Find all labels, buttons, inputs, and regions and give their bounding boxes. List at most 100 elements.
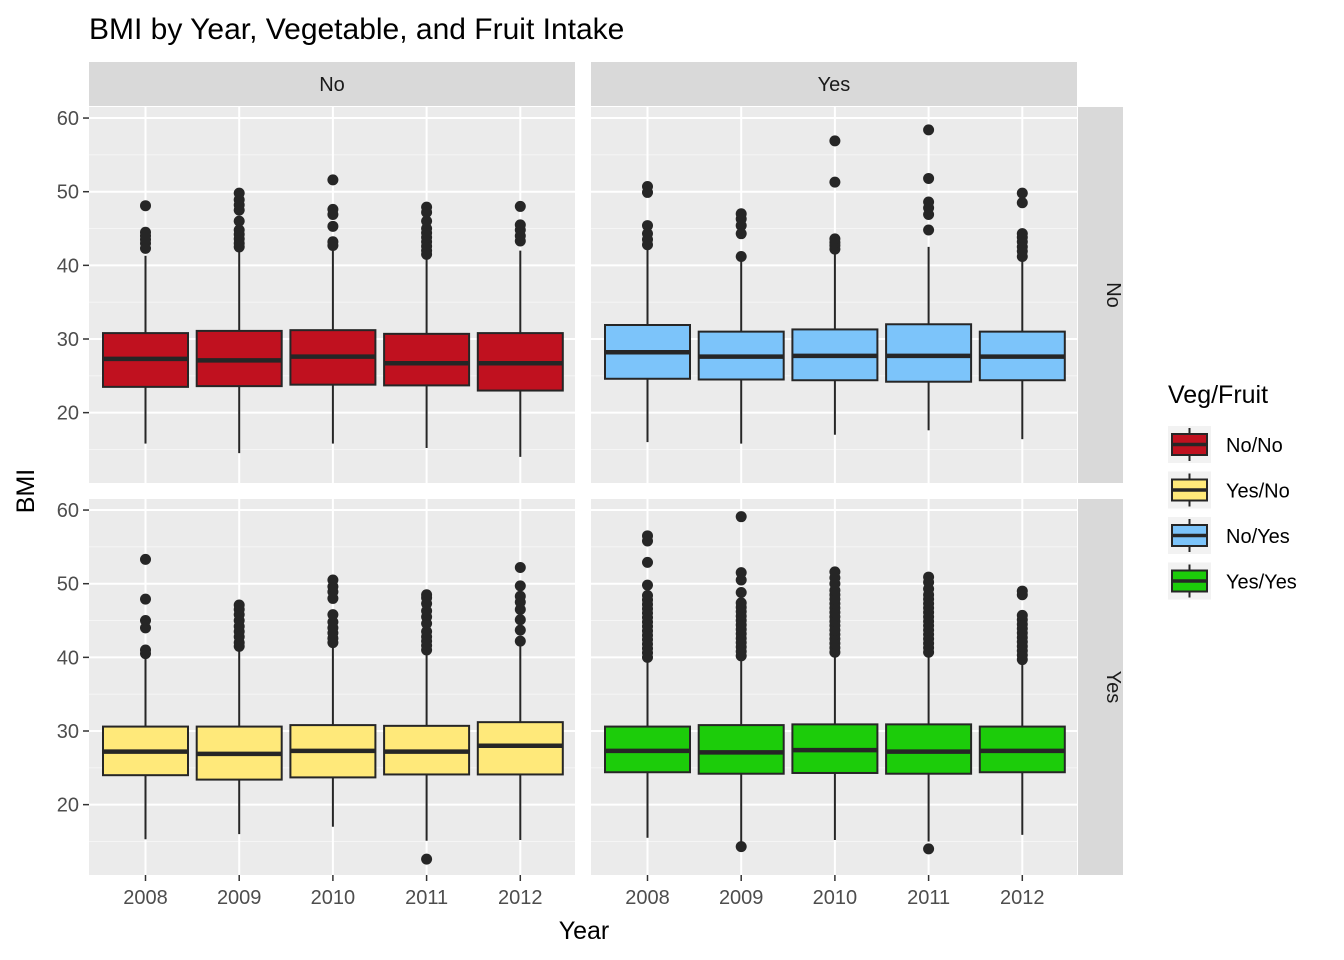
strip-row-2-label: Yes — [1102, 671, 1124, 704]
outlier-point — [421, 215, 433, 227]
strip-col-2-label: Yes — [818, 74, 851, 96]
legend-item-yes-no: Yes/No — [1168, 471, 1290, 509]
y-axis-title: BMI — [12, 469, 40, 513]
box-2008 — [102, 553, 189, 840]
outlier-point — [735, 208, 747, 220]
outlier-point — [140, 615, 151, 627]
box-2010 — [791, 566, 879, 840]
box-2010 — [289, 174, 377, 444]
outlier-point — [642, 556, 653, 568]
outlier-point — [514, 580, 526, 592]
outlier-point — [642, 220, 653, 232]
outlier-point — [1016, 228, 1028, 240]
chart-title: BMI by Year, Vegetable, and Fruit Intake — [89, 13, 624, 46]
outlier-point — [1016, 585, 1028, 597]
panel-no-no: 20 30 40 50 60 — [57, 107, 575, 483]
outlier-point — [233, 187, 245, 199]
box-2011 — [885, 571, 973, 855]
y-tick-label: 50 — [57, 574, 79, 596]
outlier-point — [735, 841, 747, 853]
y-tick-label: 60 — [57, 108, 79, 130]
box-2012 — [476, 200, 564, 457]
outlier-point — [233, 215, 245, 227]
outlier-point — [642, 181, 653, 193]
box-2011 — [885, 124, 973, 431]
outlier-point — [1016, 609, 1028, 621]
outlier-point — [829, 566, 841, 578]
outlier-point — [233, 224, 245, 236]
legend: Veg/Fruit No/No Yes/No No/Yes Yes/Yes — [1168, 381, 1297, 600]
outlier-point — [421, 626, 433, 638]
outlier-point — [514, 219, 526, 231]
outlier-point — [233, 599, 245, 611]
outlier-point — [140, 593, 151, 605]
legend-item-no-no: No/No — [1168, 426, 1283, 463]
outlier-point — [735, 251, 747, 263]
box-2008 — [102, 200, 189, 444]
panel-no-yes — [591, 107, 1077, 483]
x-tick-label: 2008 — [625, 887, 670, 909]
box-2012 — [978, 585, 1066, 835]
strip-row-1 — [1078, 107, 1123, 483]
box-2009 — [195, 599, 283, 835]
y-tick-label: 40 — [57, 255, 79, 277]
x-tick-label: 2011 — [405, 887, 448, 909]
outlier-point — [421, 201, 433, 213]
box-2010 — [791, 135, 879, 435]
y-tick-label: 30 — [57, 721, 79, 743]
outlier-point — [514, 561, 526, 573]
legend-label: No/Yes — [1226, 526, 1290, 548]
outlier-point — [735, 511, 747, 523]
x-tick-label: 2012 — [498, 887, 543, 909]
x-tick-label: 2010 — [311, 887, 356, 909]
outlier-point — [514, 614, 526, 626]
y-tick-label: 20 — [57, 403, 79, 425]
outlier-point — [327, 574, 339, 586]
outlier-point — [923, 196, 935, 208]
outlier-point — [735, 597, 747, 609]
legend-title: Veg/Fruit — [1168, 381, 1268, 409]
y-tick-label: 60 — [57, 500, 79, 522]
outlier-point — [642, 589, 653, 601]
outlier-point — [514, 635, 526, 647]
box-2009 — [697, 511, 785, 853]
outlier-point — [642, 228, 653, 240]
outlier-point — [1016, 187, 1028, 199]
y-tick-label: 30 — [57, 329, 79, 351]
outlier-point — [735, 567, 747, 579]
legend-label: No/No — [1226, 435, 1283, 457]
outlier-point — [514, 200, 526, 212]
y-tick-label: 50 — [57, 182, 79, 204]
strip-col-1 — [89, 62, 575, 106]
outlier-point — [829, 233, 841, 245]
strip-row-1-label: No — [1102, 282, 1124, 308]
box-2011 — [383, 201, 471, 448]
box-2012 — [476, 561, 564, 840]
outlier-point — [514, 624, 526, 636]
x-tick-label: 2009 — [719, 887, 764, 909]
box-2012 — [978, 187, 1066, 440]
outlier-point — [327, 609, 339, 621]
box-2009 — [697, 208, 785, 444]
outlier-point — [327, 220, 339, 232]
x-axis-title: Year — [559, 917, 610, 945]
outlier-point — [327, 174, 339, 186]
outlier-point — [421, 853, 433, 865]
outlier-point — [642, 579, 653, 591]
x-tick-label: 2009 — [217, 887, 262, 909]
iqr-box — [476, 721, 564, 776]
panels: 20 30 40 50 60 20 30 40 50 60 2008 2009 2010 2011 2012… — [57, 107, 1077, 909]
iqr-box — [383, 332, 471, 387]
box-2010 — [289, 574, 377, 827]
y-tick-label: 20 — [57, 795, 79, 817]
iqr-box — [885, 323, 973, 383]
outlier-point — [923, 843, 935, 855]
box-2009 — [195, 187, 283, 454]
outlier-point — [1016, 197, 1028, 209]
outlier-point — [140, 644, 151, 656]
box-2008 — [604, 181, 691, 443]
outlier-point — [923, 172, 935, 184]
x-tick-label: 2010 — [813, 887, 858, 909]
outlier-point — [735, 228, 747, 240]
